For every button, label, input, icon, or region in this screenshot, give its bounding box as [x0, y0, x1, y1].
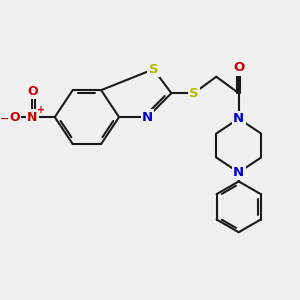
- Text: O: O: [233, 61, 244, 74]
- Text: O: O: [9, 111, 20, 124]
- Text: N: N: [233, 166, 244, 179]
- Text: N: N: [27, 111, 38, 124]
- Text: S: S: [148, 63, 158, 76]
- Text: +: +: [37, 105, 45, 115]
- Text: O: O: [27, 85, 38, 98]
- Text: S: S: [189, 87, 199, 100]
- Text: −: −: [0, 114, 10, 124]
- Text: N: N: [142, 111, 153, 124]
- Text: N: N: [233, 112, 244, 125]
